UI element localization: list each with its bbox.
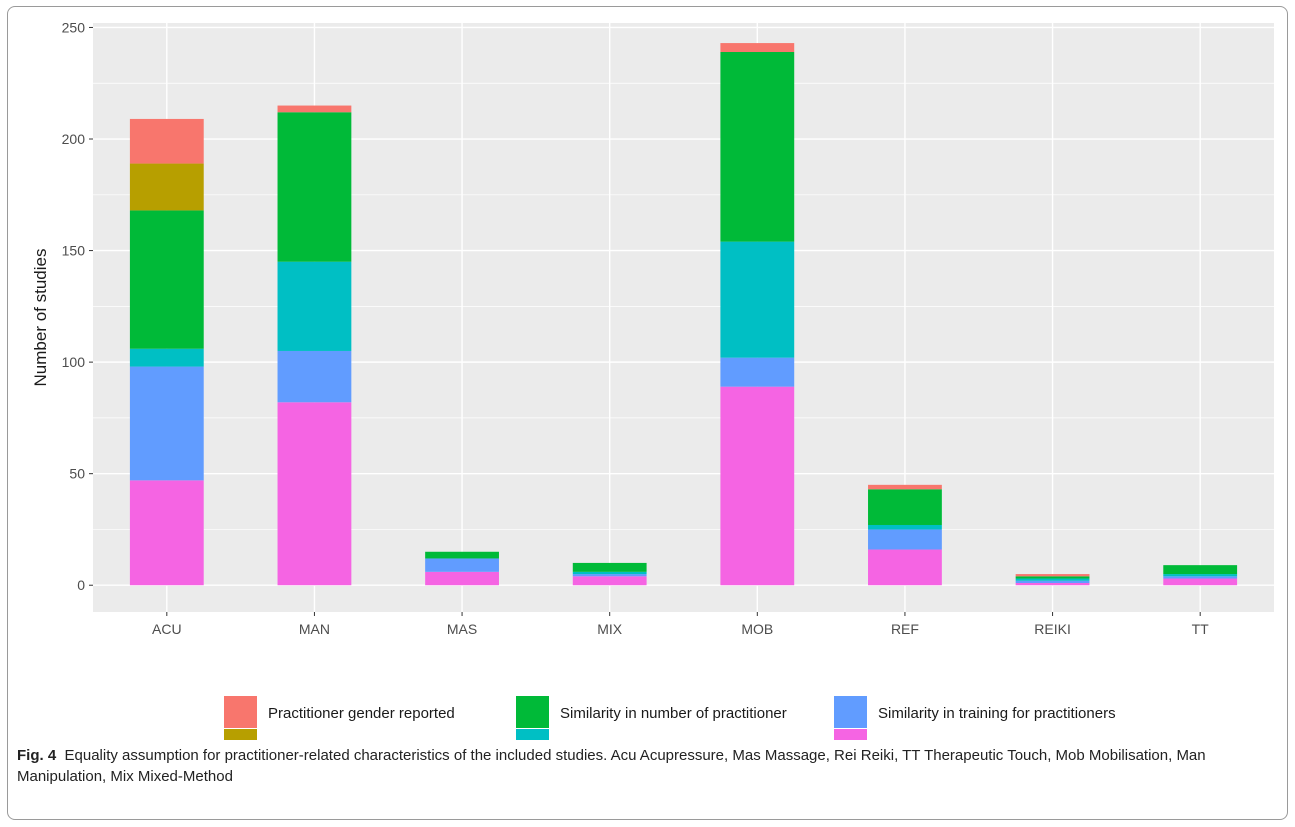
bar-segment <box>277 402 352 586</box>
legend-key <box>516 696 549 728</box>
bar-segment <box>720 52 795 242</box>
x-tick-label: MAN <box>299 621 330 637</box>
y-tick-label: 200 <box>62 131 86 147</box>
bar-segment <box>572 571 647 575</box>
figure-label: Fig. 4 <box>17 747 57 764</box>
x-tick-label: TT <box>1192 621 1210 637</box>
caption-text: Equality assumption for practitioner-rel… <box>17 747 1206 785</box>
legend-key <box>516 729 549 740</box>
y-tick-label: 250 <box>62 19 86 35</box>
bar-segment <box>868 489 942 525</box>
bar-segment <box>1163 576 1238 579</box>
legend-label: Practitioner gender reported <box>268 705 455 722</box>
x-tick-label: REF <box>891 621 919 637</box>
bar-segment <box>720 241 795 358</box>
figure-caption: Fig. 4 Equality assumption for practitio… <box>17 745 1277 787</box>
bar-segment <box>277 112 352 262</box>
bar-segment <box>129 348 204 367</box>
legend-key <box>834 729 867 740</box>
bar-segment <box>720 43 795 53</box>
y-axis: 0 50 100 150 200 250 <box>62 19 93 593</box>
bar-segment <box>720 386 795 586</box>
bar-segment <box>720 357 795 387</box>
bar-segment <box>1163 565 1238 575</box>
legend-label: Similarity in practitioner experience <box>560 738 793 740</box>
bar-segment <box>129 210 204 349</box>
y-tick-label: 50 <box>69 466 85 482</box>
bar-segment <box>572 562 647 572</box>
x-tick-label: MAS <box>447 621 477 637</box>
bar-segment <box>868 524 942 530</box>
bar-segment <box>277 105 352 113</box>
legend-key <box>224 696 257 728</box>
y-tick-label: 150 <box>62 243 86 259</box>
bar-segment <box>425 558 499 572</box>
bar-segment <box>277 350 352 403</box>
x-tick-label: MIX <box>597 621 623 637</box>
legend-key <box>834 696 867 728</box>
bar-segment <box>572 574 647 577</box>
bar-segment <box>277 261 352 351</box>
y-tick-label: 100 <box>62 354 86 370</box>
bar-segment <box>868 484 942 490</box>
y-axis-title: Number of studies <box>31 249 50 387</box>
legend-label: Similarity in training for practitioners <box>878 705 1116 722</box>
bar-segment <box>1163 574 1238 577</box>
legend-key <box>224 729 257 740</box>
x-axis: ACU MAN MAS MIX MOB REF REIKI TT <box>152 612 1209 637</box>
bar-segment <box>868 549 942 586</box>
plot-panel <box>93 23 1274 612</box>
bar-segment <box>1015 576 1090 579</box>
bar-segment <box>129 118 204 164</box>
legend-label: Practitioner mean age reported <box>268 738 475 740</box>
bar-segment <box>1015 574 1090 577</box>
bar-segment <box>425 571 499 586</box>
stacked-bar-chart: 0 50 100 150 200 250 ACU MAN MAS MIX MOB REF REIKI T… <box>31 19 1274 740</box>
x-tick-label: REIKI <box>1034 621 1071 637</box>
legend-label: Similarity in type of practitioners <box>878 738 1090 740</box>
legend: Practitioner gender reported Practitioner… <box>224 696 1116 740</box>
bar-segment <box>1015 582 1090 586</box>
bar-segment <box>129 366 204 481</box>
x-tick-label: ACU <box>152 621 182 637</box>
bar-segment <box>1015 578 1090 581</box>
bar-segment <box>868 529 942 550</box>
x-tick-label: MOB <box>741 621 773 637</box>
bar-segment <box>1163 578 1238 586</box>
y-tick-label: 0 <box>77 577 85 593</box>
bar-segment <box>572 576 647 586</box>
bar-segment <box>129 163 204 211</box>
legend-label: Similarity in number of practitioner <box>560 705 787 722</box>
bar-segment <box>1015 580 1090 583</box>
bars <box>129 43 1238 586</box>
bar-segment <box>425 551 499 559</box>
bar-segment <box>129 480 204 586</box>
